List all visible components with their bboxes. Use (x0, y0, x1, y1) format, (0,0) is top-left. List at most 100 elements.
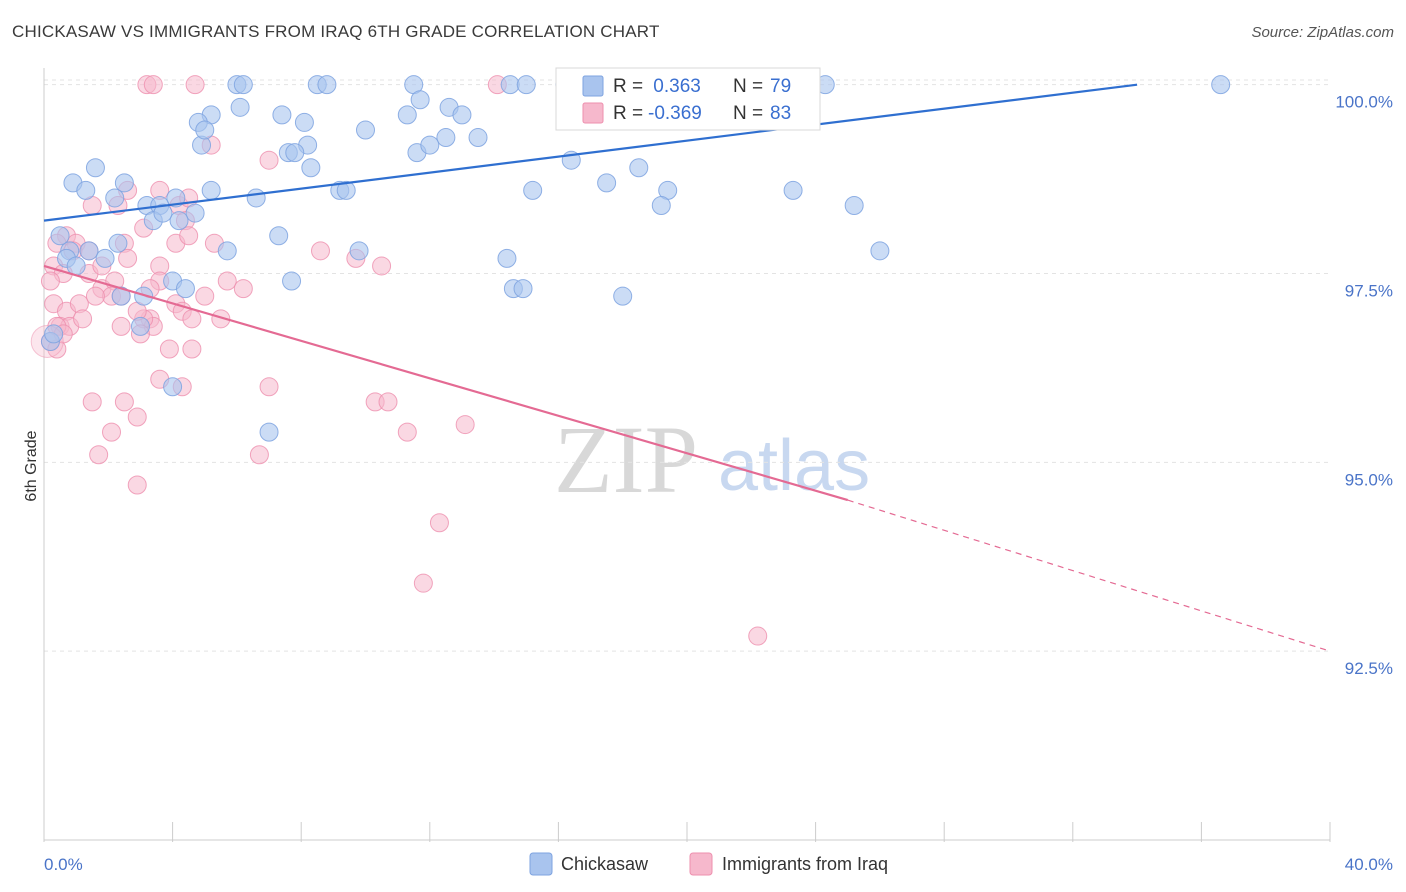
chickasaw-point (349, 241, 369, 261)
iraq-point (73, 309, 93, 329)
chickasaw-point (269, 226, 289, 246)
iraq-point (89, 445, 109, 465)
iraq-point (413, 573, 433, 593)
legend-n-label-2: N = (733, 103, 763, 124)
chickasaw-point (105, 188, 125, 208)
iraq-point (114, 392, 134, 412)
y-tick-label: 95.0% (1345, 470, 1393, 489)
chickasaw-point (259, 422, 279, 442)
chickasaw-point (246, 188, 266, 208)
chickasaw-point (130, 316, 150, 336)
series-legend: Chickasaw Immigrants from Iraq (529, 852, 888, 876)
iraq-point (233, 279, 253, 299)
chickasaw-point (166, 188, 186, 208)
chickasaw-point (1211, 75, 1231, 95)
iraq-point (182, 309, 202, 329)
iraq-point (185, 75, 205, 95)
chickasaw-point (163, 377, 183, 397)
chickasaw-point (436, 128, 456, 148)
chickasaw-point (272, 105, 292, 125)
iraq-point (748, 626, 768, 646)
chickasaw-point (500, 75, 520, 95)
chickasaw-point (134, 286, 154, 306)
chickasaw-point (513, 279, 533, 299)
chickasaw-point (301, 158, 321, 178)
chickasaw-point (523, 180, 543, 200)
legend-n-value-1: 79 (770, 76, 791, 97)
watermark-atlas: atlas (718, 426, 870, 506)
bottom-legend-blue-swatch (529, 852, 553, 876)
iraq-point (127, 475, 147, 495)
chickasaw-point (111, 286, 131, 306)
iraq-point (85, 286, 105, 306)
chickasaw-point (95, 248, 115, 268)
chickasaw-point (66, 256, 86, 276)
legend-blue-swatch (582, 75, 604, 97)
chickasaw-point (651, 196, 671, 216)
chickasaw-point (468, 128, 488, 148)
iraq-point (118, 248, 138, 268)
iraq-point (182, 339, 202, 359)
chart-title: CHICKASAW VS IMMIGRANTS FROM IRAQ 6TH GR… (12, 22, 660, 41)
chickasaw-point (844, 196, 864, 216)
y-tick-label: 92.5% (1345, 659, 1393, 678)
chickasaw-point (50, 226, 70, 246)
chickasaw-point (452, 105, 472, 125)
iraq-trend-extension (847, 499, 1331, 652)
y-axis-label: 6th Grade (23, 430, 40, 501)
chickasaw-point (294, 112, 314, 132)
chickasaw-point (783, 180, 803, 200)
iraq-point (249, 445, 269, 465)
iraq-point (127, 407, 147, 427)
iraq-point (397, 422, 417, 442)
iraq-point (378, 392, 398, 412)
legend-n-value-2: 83 (770, 103, 791, 124)
chickasaw-point (870, 241, 890, 261)
tick-labels: 100.0% 97.5% 95.0% 92.5% 0.0% 40.0% (44, 93, 1393, 874)
chickasaw-point (185, 203, 205, 223)
chickasaw-point (356, 120, 375, 140)
chickasaw-point (516, 75, 536, 95)
chickasaw-point (175, 279, 195, 299)
source-label: Source: ZipAtlas.com (1251, 24, 1394, 41)
chickasaw-point (108, 233, 128, 253)
iraq-point (372, 256, 392, 276)
stats-legend: R = 0.363 N = 79 R = -0.369 N = 83 (555, 67, 821, 131)
legend-r-label-2: R = (613, 103, 643, 124)
chickasaw-point (217, 241, 237, 261)
chickasaw-point (336, 180, 356, 200)
iraq-point (111, 316, 131, 336)
chickasaw-point (79, 241, 99, 261)
legend-pink-swatch (582, 102, 604, 124)
chickasaw-point (282, 271, 302, 291)
iraq-trend-line (43, 264, 849, 502)
iraq-point (217, 271, 237, 291)
iraq-point (259, 377, 279, 397)
iraq-point (159, 339, 179, 359)
chickasaw-point (233, 75, 253, 95)
iraq-point (102, 422, 122, 442)
chickasaw-trend-line (43, 83, 1138, 222)
bottom-legend-pink-swatch (689, 852, 713, 876)
chickasaw-point (317, 75, 337, 95)
chickasaw-point (76, 180, 96, 200)
chickasaw-point (44, 324, 64, 344)
series-chickasaw-points (40, 75, 1231, 442)
chickasaw-point (201, 180, 221, 200)
iraq-point (310, 241, 330, 261)
iraq-point (82, 392, 102, 412)
chickasaw-point (230, 97, 250, 117)
y-tick-label: 97.5% (1345, 281, 1393, 300)
bottom-legend-iraq: Immigrants from Iraq (722, 854, 888, 874)
chickasaw-point (285, 143, 305, 163)
chickasaw-point (153, 203, 173, 223)
legend-n-label-1: N = (733, 76, 763, 97)
gridlines (44, 79, 1330, 652)
chickasaw-point (613, 286, 633, 306)
axes (43, 68, 1331, 842)
iraq-point (179, 226, 199, 246)
chickasaw-point (114, 173, 134, 193)
chickasaw-point (410, 90, 430, 110)
chickasaw-point (85, 158, 105, 178)
